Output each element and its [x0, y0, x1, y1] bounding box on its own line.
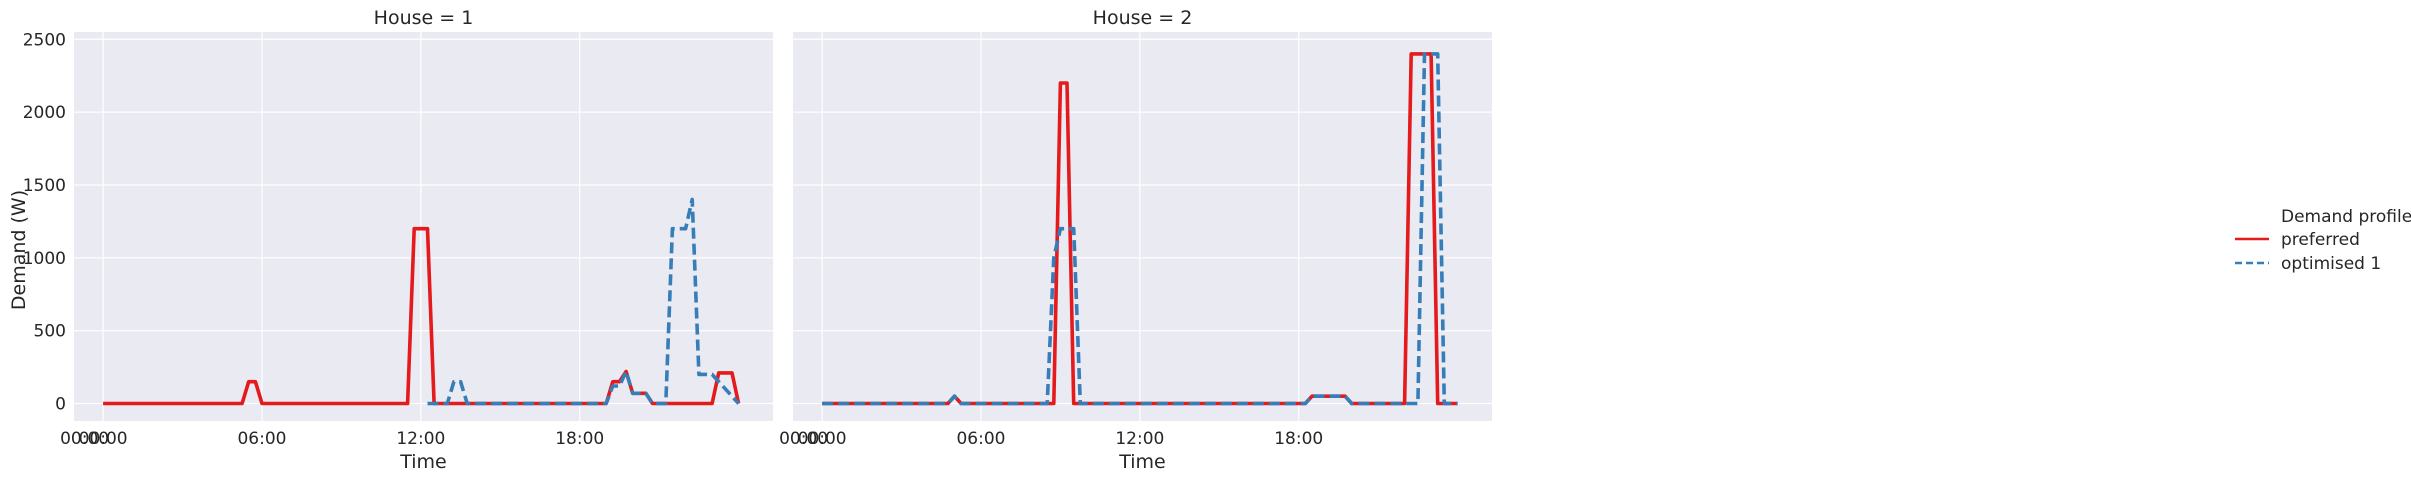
- legend-entry-optimised-1: optimised 1: [2281, 254, 2381, 274]
- y-tick-label: 2500: [23, 30, 66, 50]
- x-tick-label: 06:00: [956, 429, 1005, 449]
- plot-area: [793, 32, 1492, 421]
- y-tick-label: 1000: [23, 249, 66, 269]
- x-tick-label: 00:00: [79, 429, 128, 449]
- y-tick-label: 0: [55, 395, 66, 415]
- y-tick-label: 500: [34, 322, 66, 342]
- x-axis-label: Time: [1118, 451, 1166, 473]
- x-tick-label: 06:00: [237, 429, 286, 449]
- legend-entry-preferred: preferred: [2281, 230, 2360, 250]
- x-tick-label: 18:00: [1274, 429, 1323, 449]
- x-axis-label: Time: [399, 451, 447, 473]
- series-line-optimised-1: [427, 197, 740, 406]
- y-tick-label: 2000: [23, 103, 66, 123]
- panel-title: House = 2: [1093, 7, 1193, 29]
- x-tick-label: 00:00: [779, 429, 828, 449]
- y-tick-label: 1500: [23, 176, 66, 196]
- x-tick-label: 00:00: [60, 429, 109, 449]
- x-tick-label: 12:00: [396, 429, 445, 449]
- series-line-preferred: [103, 226, 741, 406]
- x-tick-label: 18:00: [555, 429, 604, 449]
- x-tick-label: 00:00: [798, 429, 847, 449]
- legend: Demand profile preferred optimised 1: [2235, 207, 2411, 274]
- series-line-optimised-1: [822, 52, 1458, 406]
- y-axis-label: Demand (W): [8, 190, 30, 310]
- panel-title: House = 1: [374, 7, 474, 29]
- legend-title: Demand profile: [2281, 207, 2411, 227]
- plot-area: [74, 32, 773, 421]
- x-tick-label: 12:00: [1115, 429, 1164, 449]
